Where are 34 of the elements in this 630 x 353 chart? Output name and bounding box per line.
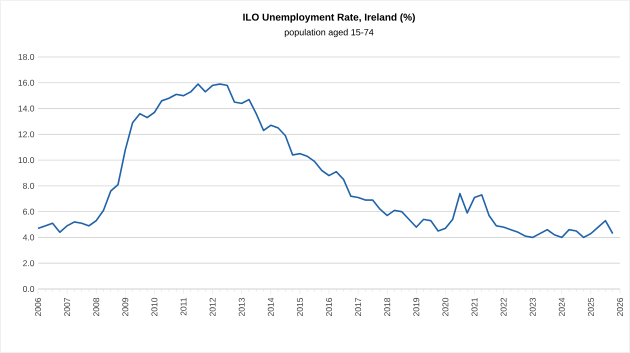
- y-tick-label: 0.0: [22, 286, 34, 292]
- line-series: [37, 83, 614, 238]
- x-tick-label: 2022: [500, 298, 507, 316]
- x-tick-label: 2017: [355, 298, 362, 316]
- y-tick-label: 16.0: [18, 80, 34, 86]
- x-tick-label: 2019: [413, 298, 420, 316]
- x-tick-label: 2009: [122, 298, 128, 316]
- y-tick-label: 14.0: [18, 106, 34, 112]
- x-tick-label: 2006: [35, 298, 42, 316]
- x-tick-label: 2015: [296, 298, 303, 316]
- x-tick-label: 2014: [268, 298, 274, 316]
- y-tick-label: 10.0: [18, 157, 34, 164]
- x-tick-label: 2012: [210, 298, 216, 316]
- x-tick-label: 2008: [93, 298, 100, 316]
- x-tick-label: 2013: [238, 298, 245, 316]
- chart-title: ILO Unemployment Rate, Ireland (%): [243, 13, 415, 23]
- x-tick-label: 2007: [64, 298, 70, 316]
- x-tick-label: 2011: [180, 298, 187, 316]
- x-tick-label: 2025: [588, 298, 594, 316]
- x-tick-label: 2021: [471, 298, 478, 316]
- x-tick-label: 2024: [558, 298, 565, 316]
- x-tick-label: 2018: [384, 298, 390, 316]
- x-tick-label: 2020: [442, 298, 448, 316]
- y-tick-label: 8.0: [23, 182, 34, 189]
- x-tick-label: 2010: [151, 298, 158, 316]
- chart-subtitle: population aged 15-74: [284, 28, 374, 38]
- x-tick-label: 2023: [530, 298, 536, 316]
- x-tick-label: 2016: [326, 298, 332, 316]
- y-tick-label: 12.0: [18, 131, 34, 138]
- y-tick-label: 2.0: [23, 260, 34, 266]
- y-tick-label: 6.0: [23, 208, 34, 215]
- x-tick-label: 2026: [616, 298, 623, 316]
- y-tick-label: 18.0: [18, 54, 34, 60]
- y-tick-label: 4.0: [22, 234, 34, 240]
